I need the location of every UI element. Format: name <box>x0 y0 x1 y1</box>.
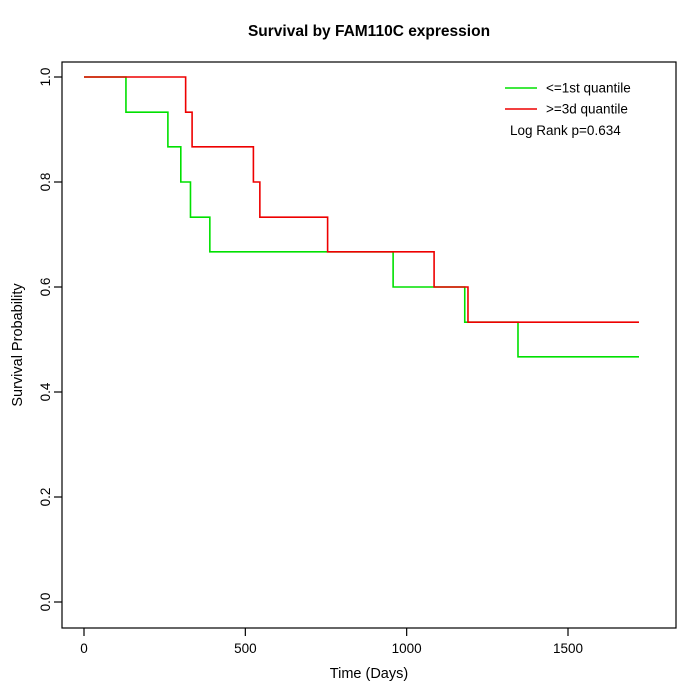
log-rank-annotation: Log Rank p=0.634 <box>510 123 621 138</box>
chart-title: Survival by FAM110C expression <box>248 23 490 40</box>
x-axis-ticks: 0 500 1000 1500 <box>80 628 583 656</box>
x-tick-label: 1500 <box>553 641 583 656</box>
legend-label-1: >=3d quantile <box>546 102 628 117</box>
y-tick-label: 0.4 <box>38 382 53 401</box>
survival-curve-0 <box>84 76 639 358</box>
x-tick-label: 0 <box>80 641 88 656</box>
survival-curves <box>84 76 639 358</box>
y-tick-label: 0.0 <box>38 593 53 612</box>
legend-label-0: <=1st quantile <box>546 81 631 96</box>
x-axis-label: Time (Days) <box>330 666 408 682</box>
y-tick-label: 0.8 <box>38 173 53 192</box>
x-tick-label: 500 <box>234 641 257 656</box>
y-tick-label: 1.0 <box>38 68 53 87</box>
y-tick-label: 0.6 <box>38 278 53 297</box>
x-tick-label: 1000 <box>392 641 422 656</box>
y-tick-label: 0.2 <box>38 488 53 507</box>
plot-border <box>61 61 677 629</box>
y-axis-label: Survival Probability <box>10 283 26 407</box>
y-axis-ticks: 0.0 0.2 0.4 0.6 0.8 1.0 <box>38 68 62 612</box>
survival-curve-1 <box>84 76 639 323</box>
legend: <=1st quantile >=3d quantile <box>505 81 631 117</box>
